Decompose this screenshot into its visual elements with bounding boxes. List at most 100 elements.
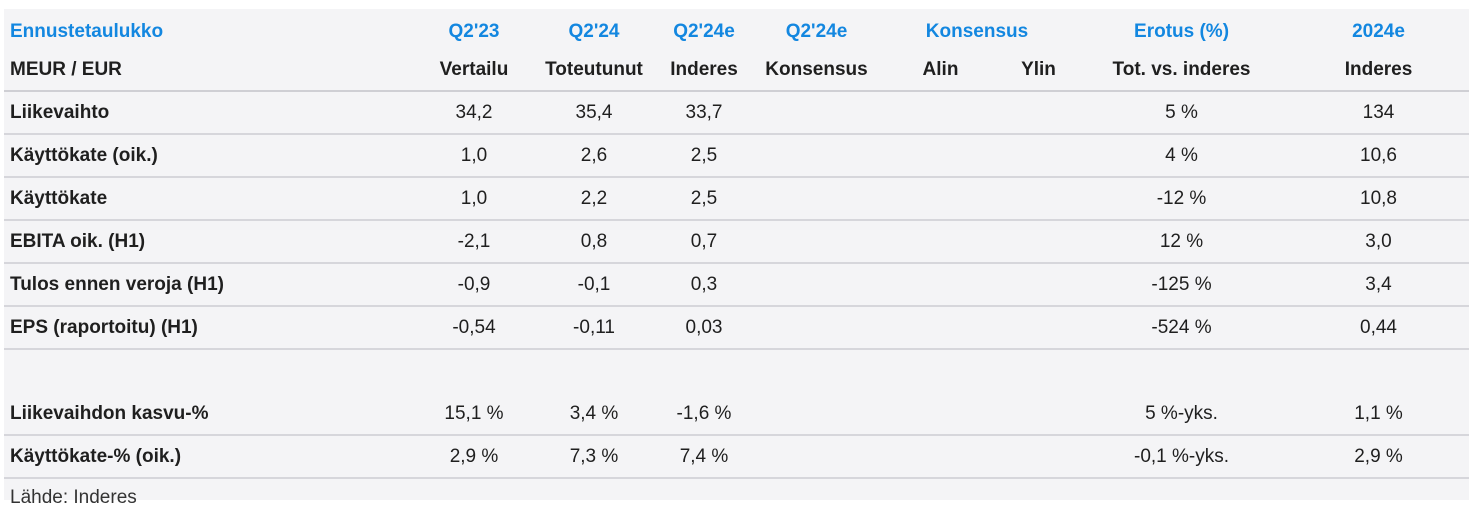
spacer-row	[4, 349, 1469, 393]
unit-label: MEUR / EUR	[10, 59, 122, 80]
cell-value	[754, 220, 879, 263]
cell-value	[754, 91, 879, 134]
row-label: Liikevaihto	[10, 101, 110, 123]
cell-value	[879, 393, 1002, 435]
cell-value	[1002, 134, 1075, 177]
cell-value	[1002, 435, 1075, 478]
cell-value: 2,6	[580, 144, 608, 166]
cell-value: 1,0	[460, 144, 488, 166]
cell-value: 7,4 %	[679, 445, 729, 467]
cell-value: 15,1 %	[444, 402, 504, 424]
cell-value: -0,54	[452, 316, 496, 338]
source-row: Lähde: Inderes	[4, 478, 1469, 517]
col-header-q2-24e: Q2'24e	[673, 20, 735, 42]
cell-value: 4 %	[1165, 144, 1198, 166]
sub-header-comparison: Vertailu	[439, 59, 509, 80]
cell-value: 134	[1362, 101, 1395, 123]
cell-value: 1,1 %	[1354, 402, 1403, 424]
cell-value: 0,44	[1360, 316, 1397, 338]
cell-value: -12 %	[1156, 187, 1207, 209]
cell-value: 3,4	[1365, 273, 1392, 295]
table-row: EPS (raportoitu) (H1) -0,54 -0,11 0,03 -…	[4, 306, 1470, 349]
cell-value	[754, 263, 879, 306]
cell-value	[879, 306, 1002, 349]
col-header-q2-24e-consensus: Q2'24e	[785, 20, 848, 42]
cell-value: 2,2	[580, 187, 608, 209]
cell-value	[754, 177, 879, 220]
cell-value	[879, 91, 1002, 134]
cell-value: 2,5	[690, 144, 718, 166]
cell-value	[1002, 393, 1075, 435]
cell-value: 3,4 %	[569, 402, 619, 424]
row-label: Tulos ennen veroja (H1)	[10, 273, 224, 295]
col-header-q2-23: Q2'23	[448, 20, 500, 42]
forecast-table: Ennustetaulukko Q2'23 Q2'24 Q2'24e Q2'24…	[4, 9, 1470, 517]
source-note: Lähde: Inderes	[10, 487, 137, 508]
header-row-top: Ennustetaulukko Q2'23 Q2'24 Q2'24e Q2'24…	[4, 9, 1469, 54]
cell-value	[879, 220, 1002, 263]
cell-value: -125 %	[1151, 273, 1212, 295]
cell-value: 35,4	[575, 101, 613, 123]
cell-value: -1,6 %	[676, 402, 732, 424]
cell-value: 2,5	[690, 187, 718, 209]
cell-value: -0,1 %-yks.	[1134, 445, 1230, 467]
cell-value: -0,1	[577, 273, 611, 295]
cell-value: -0,9	[457, 273, 491, 295]
cell-value: 2,9 %	[449, 445, 499, 467]
table-row: Tulos ennen veroja (H1) -0,9 -0,1 0,3 -1…	[4, 263, 1470, 306]
sub-header-inderes-2024: Inderes	[1344, 59, 1413, 80]
cell-value: 0,03	[685, 316, 723, 338]
table-title: Ennustetaulukko	[10, 20, 164, 42]
cell-value	[1002, 306, 1075, 349]
row-label: Käyttökate (oik.)	[10, 144, 158, 166]
cell-value: -2,1	[457, 230, 491, 252]
row-label: Käyttökate-% (oik.)	[10, 445, 182, 467]
cell-value: 0,3	[690, 273, 718, 295]
col-header-consensus: Konsensus	[925, 20, 1029, 42]
sub-header-actual: Toteutunut	[545, 59, 643, 80]
col-header-2024e: 2024e	[1352, 20, 1405, 42]
cell-value: 10,6	[1360, 144, 1397, 166]
cell-value	[1002, 91, 1075, 134]
cell-value: 5 %-yks.	[1145, 402, 1218, 424]
table-panel	[4, 9, 1469, 500]
cell-value: 3,0	[1365, 230, 1392, 252]
table-row: Liikevaihto 34,2 35,4 33,7 5 % 134	[4, 91, 1470, 134]
cell-value	[879, 134, 1002, 177]
cell-value	[754, 306, 879, 349]
cell-value	[1002, 220, 1075, 263]
cell-value: 0,8	[580, 230, 608, 252]
cell-value: -0,11	[573, 316, 615, 338]
cell-value: 33,7	[685, 101, 723, 123]
row-label: EBITA oik. (H1)	[10, 230, 146, 252]
cell-value: 5 %	[1165, 101, 1198, 123]
cell-value	[879, 177, 1002, 220]
sub-header-low: Alin	[922, 59, 959, 80]
row-label: Käyttökate	[10, 187, 108, 209]
cell-value	[754, 393, 879, 435]
table-row: Käyttökate 1,0 2,2 2,5 -12 % 10,8	[4, 177, 1470, 220]
spacer-cell	[4, 349, 1469, 393]
table-row: EBITA oik. (H1) -2,1 0,8 0,7 12 % 3,0	[4, 220, 1470, 263]
cell-value: 0,7	[690, 230, 718, 252]
cell-value	[1002, 263, 1075, 306]
cell-value	[1002, 177, 1075, 220]
cell-value: 34,2	[455, 101, 493, 123]
cell-value	[754, 134, 879, 177]
sub-header-actual-vs-inderes: Tot. vs. inderes	[1112, 59, 1251, 80]
cell-value: 10,8	[1360, 187, 1397, 209]
cell-value	[879, 435, 1002, 478]
table-row: Käyttökate (oik.) 1,0 2,6 2,5 4 % 10,6	[4, 134, 1470, 177]
cell-value	[754, 435, 879, 478]
row-label: Liikevaihdon kasvu-%	[10, 402, 209, 424]
cell-value: 7,3 %	[569, 445, 619, 467]
sub-header-inderes: Inderes	[670, 59, 738, 80]
cell-value: -524 %	[1151, 316, 1212, 338]
cell-value: 12 %	[1159, 230, 1204, 252]
cell-value: 1,0	[460, 187, 488, 209]
col-header-q2-24: Q2'24	[568, 20, 620, 42]
cell-value: 2,9 %	[1354, 445, 1403, 467]
sub-header-consensus: Konsensus	[765, 59, 868, 80]
sub-header-high: Ylin	[1021, 59, 1056, 80]
row-label: EPS (raportoitu) (H1)	[10, 316, 198, 338]
